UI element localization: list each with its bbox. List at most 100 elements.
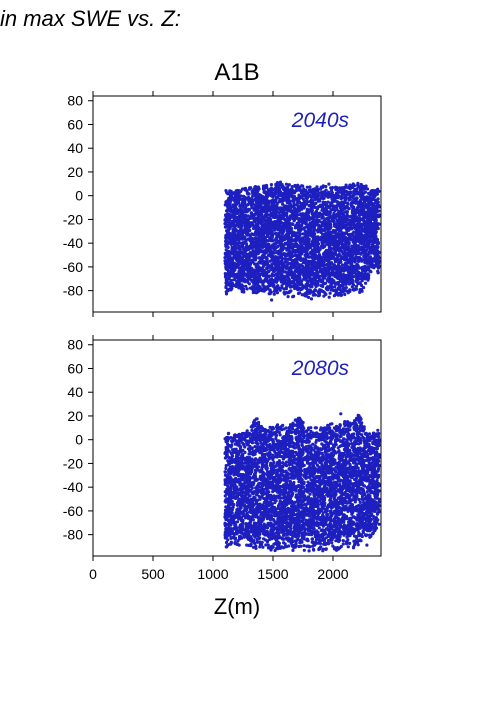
data-point xyxy=(338,214,342,218)
data-point xyxy=(288,245,293,249)
data-point xyxy=(352,269,356,273)
data-point xyxy=(330,270,334,274)
data-point xyxy=(304,188,308,193)
data-point xyxy=(289,231,293,235)
data-point xyxy=(260,205,264,209)
data-point xyxy=(324,273,328,277)
data-point xyxy=(248,228,252,233)
data-point xyxy=(237,238,241,242)
data-point xyxy=(275,267,279,271)
data-point xyxy=(305,251,309,255)
data-point xyxy=(352,217,356,221)
data-point xyxy=(321,206,325,210)
data-point xyxy=(252,219,256,223)
data-point xyxy=(257,187,261,191)
data-point xyxy=(296,209,300,213)
data-point xyxy=(285,235,289,239)
data-point xyxy=(247,282,251,286)
data-point xyxy=(250,258,254,262)
data-point xyxy=(233,196,237,200)
data-point xyxy=(349,251,353,255)
data-point xyxy=(323,232,327,236)
data-point xyxy=(240,237,244,241)
data-point xyxy=(305,263,309,267)
data-point xyxy=(264,183,269,188)
data-point xyxy=(243,210,247,214)
data-point xyxy=(223,222,227,226)
data-point xyxy=(231,222,235,226)
data-point xyxy=(340,242,344,246)
data-point xyxy=(315,280,319,284)
data-point xyxy=(224,276,228,280)
data-point xyxy=(368,225,372,229)
data-point xyxy=(343,292,347,297)
data-point xyxy=(271,246,275,250)
data-point xyxy=(308,185,312,189)
data-point xyxy=(344,215,348,219)
data-point xyxy=(318,247,322,251)
data-point xyxy=(234,237,238,241)
data-point xyxy=(366,275,370,279)
data-point xyxy=(245,287,249,291)
data-point xyxy=(233,212,237,216)
data-point xyxy=(226,253,230,257)
data-point xyxy=(340,263,344,267)
data-point xyxy=(283,292,287,296)
data-point xyxy=(307,214,311,218)
data-point xyxy=(295,258,299,262)
data-point xyxy=(301,221,305,225)
data-point xyxy=(368,251,372,255)
data-point xyxy=(336,293,340,297)
data-point xyxy=(268,232,272,236)
data-point xyxy=(368,262,372,266)
data-point xyxy=(302,226,307,230)
data-point xyxy=(249,223,253,227)
data-point xyxy=(307,295,311,299)
data-point xyxy=(281,243,285,247)
data-point xyxy=(332,193,336,198)
data-point xyxy=(269,227,273,231)
data-point xyxy=(365,211,369,215)
data-point xyxy=(254,200,258,204)
data-point xyxy=(291,204,295,208)
data-point xyxy=(273,242,277,246)
data-point xyxy=(353,187,357,192)
data-point xyxy=(233,275,237,279)
data-point xyxy=(288,256,292,260)
data-point xyxy=(338,271,342,275)
data-point xyxy=(297,266,301,271)
data-point xyxy=(320,216,324,220)
data-point xyxy=(354,249,359,253)
data-point xyxy=(276,256,280,260)
data-point xyxy=(259,238,263,242)
data-point xyxy=(268,283,272,287)
data-point xyxy=(359,277,363,281)
data-point xyxy=(288,194,292,198)
data-point xyxy=(350,215,354,219)
data-point xyxy=(350,275,354,279)
data-point xyxy=(251,270,255,274)
data-point xyxy=(312,232,316,236)
data-point xyxy=(290,239,295,243)
data-point xyxy=(271,213,275,217)
data-point xyxy=(230,240,234,244)
data-point xyxy=(298,281,302,286)
data-point xyxy=(344,289,348,293)
data-point xyxy=(257,277,261,281)
data-point xyxy=(233,268,237,272)
data-point xyxy=(374,230,378,234)
data-point xyxy=(267,221,271,225)
data-point xyxy=(272,228,276,232)
data-point xyxy=(299,263,303,267)
data-point xyxy=(243,188,247,192)
data-point xyxy=(361,205,365,209)
data-point xyxy=(354,279,358,283)
data-point xyxy=(339,255,343,259)
data-point xyxy=(352,210,356,215)
data-point xyxy=(271,258,275,262)
data-point xyxy=(316,266,320,270)
data-point xyxy=(352,235,356,239)
data-point xyxy=(245,228,249,232)
data-point xyxy=(329,281,334,285)
data-point xyxy=(234,215,238,219)
